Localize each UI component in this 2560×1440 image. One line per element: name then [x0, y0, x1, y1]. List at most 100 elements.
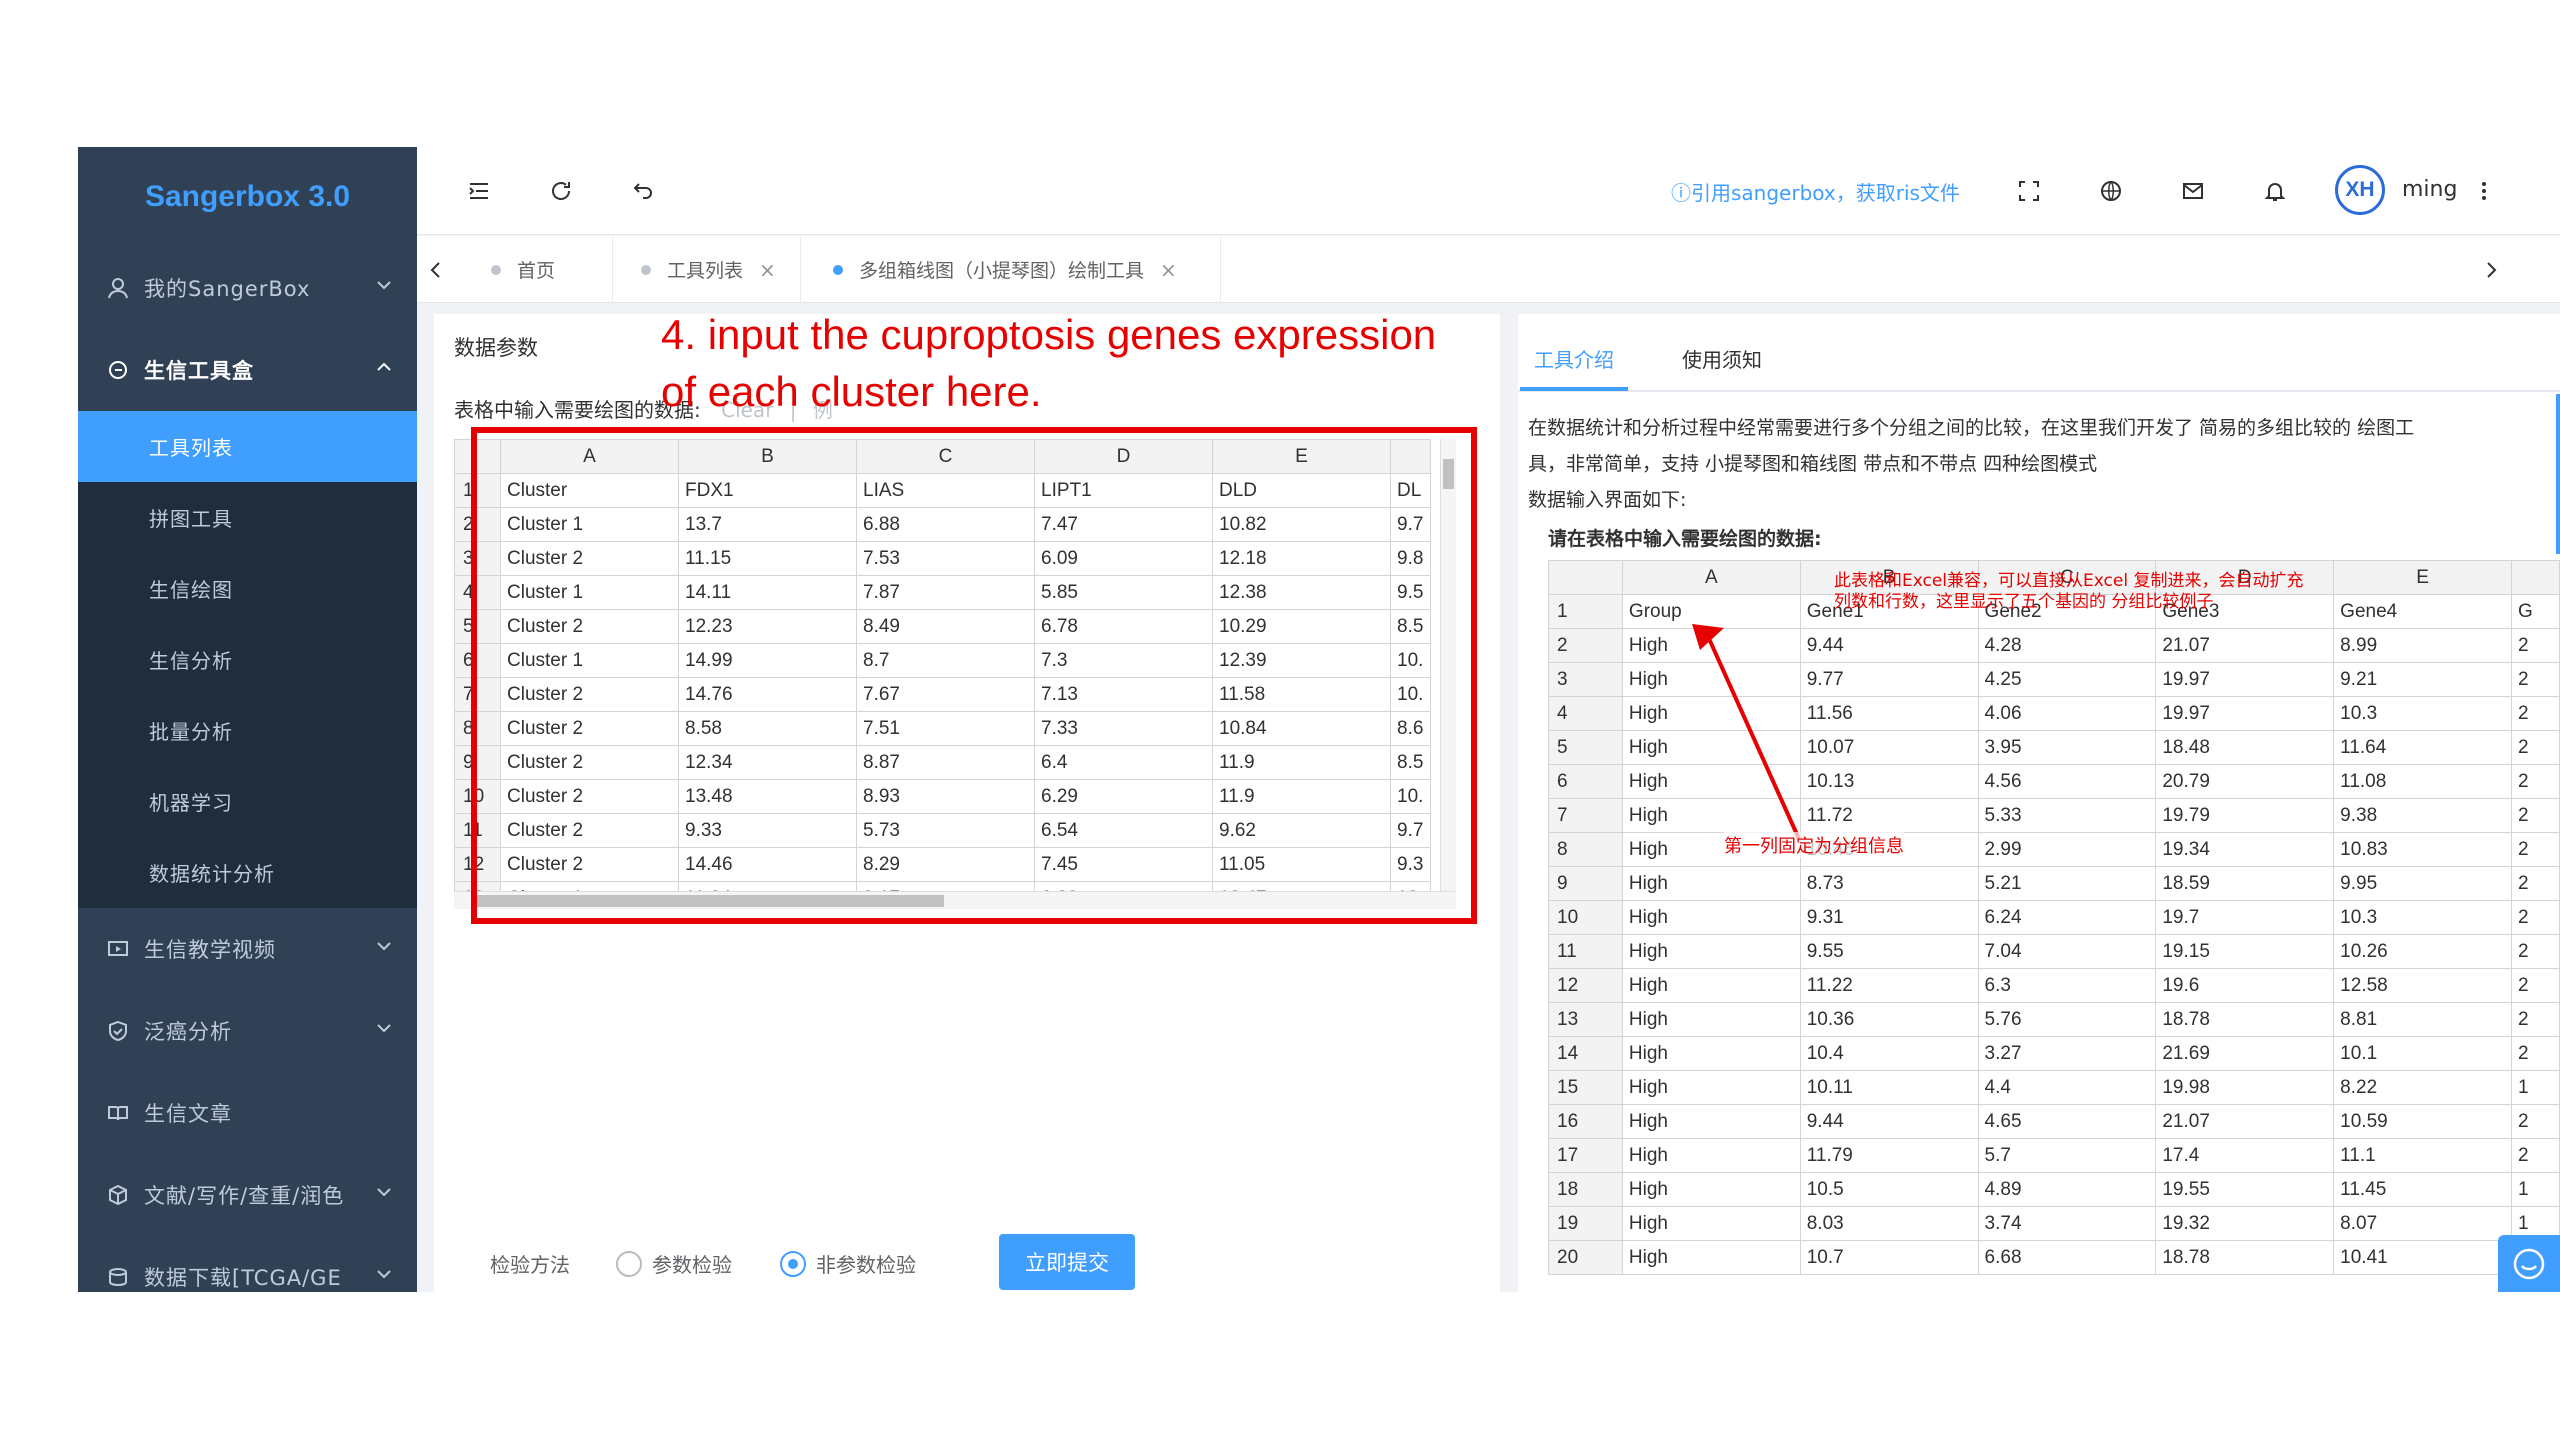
table-cell[interactable]: 10.82	[1212, 507, 1391, 542]
menu-data-download[interactable]: 数据下载[TCGA/GE	[78, 1236, 417, 1292]
table-cell[interactable]: 9.7	[1390, 507, 1431, 542]
submenu-bio-analysis[interactable]: 生信分析	[78, 624, 417, 695]
table-cell[interactable]: 11.9	[1212, 745, 1391, 780]
table-cell[interactable]: LIPT1	[1034, 473, 1213, 508]
table-cell[interactable]: 5.85	[1034, 575, 1213, 610]
submenu-stat-analysis[interactable]: 数据统计分析	[78, 837, 417, 908]
menu-literature-writing[interactable]: 文献/写作/查重/润色	[78, 1154, 417, 1236]
table-cell[interactable]: 8.6	[1390, 711, 1431, 746]
table-cell[interactable]: 7.51	[856, 711, 1035, 746]
table-cell[interactable]: 10.	[1390, 643, 1431, 678]
table-cell[interactable]: 5.73	[856, 813, 1035, 848]
table-cell[interactable]: Cluster 2	[500, 779, 679, 814]
table-cell[interactable]: Cluster 2	[500, 711, 679, 746]
table-cell[interactable]: 8.29	[856, 847, 1035, 882]
undo-icon[interactable]	[629, 177, 657, 205]
globe-icon[interactable]	[2097, 177, 2125, 205]
table-cell[interactable]: 12.23	[678, 609, 857, 644]
submenu-puzzle-tool[interactable]: 拼图工具	[78, 482, 417, 553]
table-cell[interactable]: Cluster 2	[500, 541, 679, 576]
table-cell[interactable]: 8.5	[1390, 609, 1431, 644]
table-cell[interactable]: 9.62	[1212, 813, 1391, 848]
table-cell[interactable]: 14.46	[678, 847, 857, 882]
table-cell[interactable]: 6.54	[1034, 813, 1213, 848]
bell-icon[interactable]	[2261, 177, 2289, 205]
table-cell[interactable]: 7.3	[1034, 643, 1213, 678]
table-cell[interactable]: Cluster 1	[500, 643, 679, 678]
table-cell[interactable]: Cluster 1	[500, 507, 679, 542]
table-cell[interactable]: 12.39	[1212, 643, 1391, 678]
menu-my-sangerbox[interactable]: 我的SangerBox	[78, 247, 417, 329]
table-cell[interactable]: 9.33	[678, 813, 857, 848]
submit-button[interactable]: 立即提交	[999, 1234, 1135, 1290]
menu-pan-cancer[interactable]: 泛癌分析	[78, 990, 417, 1072]
fullscreen-icon[interactable]	[2015, 177, 2043, 205]
table-cell[interactable]: 12.38	[1212, 575, 1391, 610]
table-cell[interactable]: DL	[1390, 473, 1431, 508]
radio-circle[interactable]	[780, 1250, 806, 1277]
menu-fold-icon[interactable]	[465, 177, 493, 205]
more-icon[interactable]	[2470, 177, 2498, 205]
table-cell[interactable]: LIAS	[856, 473, 1035, 508]
table-cell[interactable]: 10.29	[1212, 609, 1391, 644]
table-cell[interactable]: 11.9	[1212, 779, 1391, 814]
scroll-indicator[interactable]	[2556, 394, 2560, 554]
table-cell[interactable]: 6.78	[1034, 609, 1213, 644]
refresh-icon[interactable]	[547, 177, 575, 205]
table-cell[interactable]: 11.05	[1212, 847, 1391, 882]
table-cell[interactable]: 6.29	[1034, 779, 1213, 814]
close-icon[interactable]: ×	[1160, 257, 1177, 282]
example-link[interactable]: 例	[812, 398, 833, 422]
table-cell[interactable]: 9.3	[1390, 847, 1431, 882]
submenu-machine-learning[interactable]: 机器学习	[78, 766, 417, 837]
tab-tool-intro[interactable]: 工具介绍	[1534, 348, 1614, 372]
table-cell[interactable]: Cluster 2	[500, 677, 679, 712]
table-cell[interactable]: 7.33	[1034, 711, 1213, 746]
table-cell[interactable]: 8.87	[856, 745, 1035, 780]
table-cell[interactable]: 7.87	[856, 575, 1035, 610]
submenu-tool-list[interactable]: 工具列表	[78, 411, 417, 482]
avatar[interactable]: XH	[2335, 165, 2385, 215]
vertical-scrollbar[interactable]	[1440, 439, 1456, 909]
table-cell[interactable]: 11.58	[1212, 677, 1391, 712]
table-cell[interactable]: Cluster 2	[500, 745, 679, 780]
cite-link[interactable]: ⓘ引用sangerbox，获取ris文件	[1671, 181, 1960, 205]
table-cell[interactable]: Cluster 2	[500, 609, 679, 644]
mail-icon[interactable]	[2179, 177, 2207, 205]
radio-circle[interactable]	[616, 1250, 642, 1277]
table-cell[interactable]: 7.53	[856, 541, 1035, 576]
horizontal-scrollbar[interactable]	[454, 891, 1456, 909]
close-icon[interactable]: ×	[759, 257, 776, 282]
scrollbar-thumb[interactable]	[1443, 459, 1454, 489]
table-cell[interactable]: 12.34	[678, 745, 857, 780]
table-cell[interactable]: FDX1	[678, 473, 857, 508]
submenu-batch-analysis[interactable]: 批量分析	[78, 695, 417, 766]
tab-home[interactable]: 首页	[461, 236, 613, 303]
table-cell[interactable]: 8.93	[856, 779, 1035, 814]
table-cell[interactable]: 8.7	[856, 643, 1035, 678]
table-cell[interactable]: 14.99	[678, 643, 857, 678]
username[interactable]: ming	[2402, 177, 2458, 202]
tab-usage-notice[interactable]: 使用须知	[1682, 348, 1762, 372]
scrollbar-thumb[interactable]	[474, 895, 944, 907]
menu-bio-toolbox[interactable]: 生信工具盒	[78, 329, 417, 411]
table-cell[interactable]: 8.5	[1390, 745, 1431, 780]
table-cell[interactable]: 8.49	[856, 609, 1035, 644]
tab-boxplot-tool[interactable]: 多组箱线图（小提琴图）绘制工具 ×	[801, 236, 1221, 303]
radio-nonparametric[interactable]: 非参数检验	[780, 1249, 916, 1278]
chevron-right-icon[interactable]	[2477, 256, 2505, 284]
table-cell[interactable]: 10.	[1390, 677, 1431, 712]
menu-bio-articles[interactable]: 生信文章	[78, 1072, 417, 1154]
table-cell[interactable]: 8.58	[678, 711, 857, 746]
radio-parametric[interactable]: 参数检验	[616, 1249, 732, 1278]
chevron-left-icon[interactable]	[417, 256, 455, 284]
tab-tool-list[interactable]: 工具列表 ×	[613, 236, 801, 303]
table-cell[interactable]: 10.	[1390, 779, 1431, 814]
menu-teaching-video[interactable]: 生信教学视频	[78, 908, 417, 990]
table-cell[interactable]: 9.5	[1390, 575, 1431, 610]
table-cell[interactable]: 7.13	[1034, 677, 1213, 712]
chat-button[interactable]	[2498, 1235, 2560, 1292]
table-cell[interactable]: 9.7	[1390, 813, 1431, 848]
submenu-bio-plot[interactable]: 生信绘图	[78, 553, 417, 624]
